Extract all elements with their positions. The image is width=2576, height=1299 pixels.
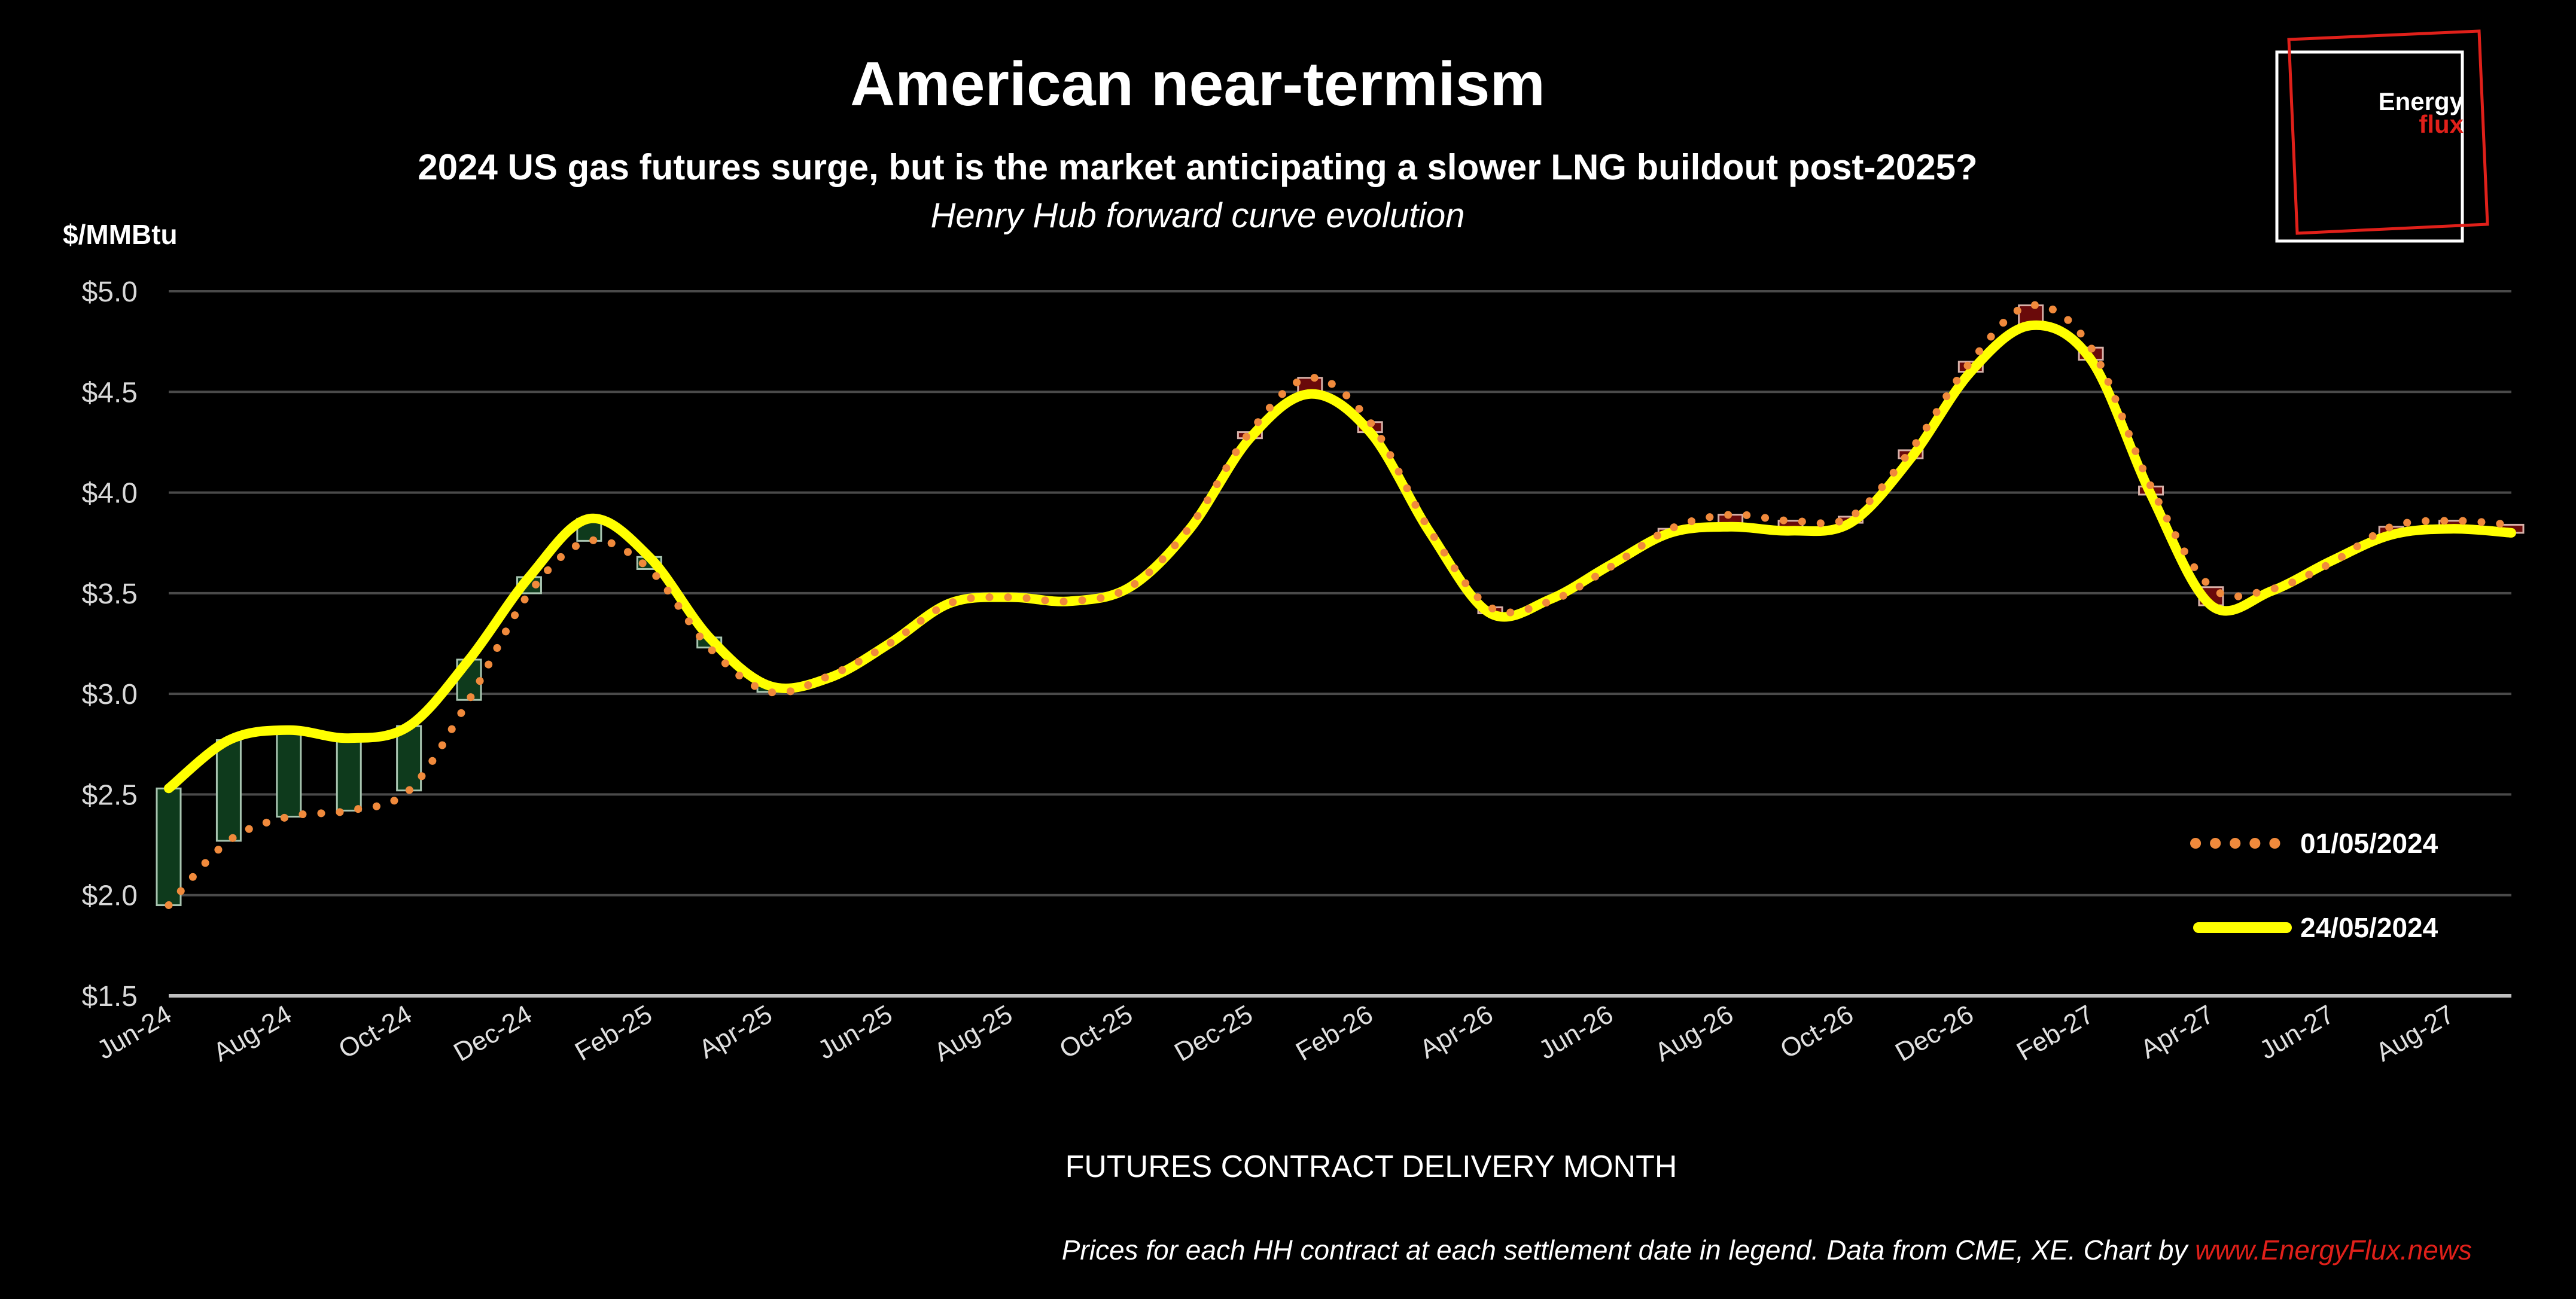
y-tick-label: $2.5 [82,779,138,811]
footer-note: Prices for each HH contract at each sett… [1062,1234,2472,1266]
energyflux-logo: Energy flux [2275,29,2489,243]
y-tick-label: $4.5 [82,377,138,408]
logo-red-frame [2287,29,2489,235]
series-lines [164,301,2516,909]
y-tick-label: $1.5 [82,981,138,1013]
legend-label-series-2: 24/05/2024 [2300,912,2438,943]
gridlines [169,290,2511,998]
logo-white-frame [2275,50,2464,243]
legend: 01/05/2024 24/05/2024 [2190,828,2438,943]
diff-box-up [336,737,362,812]
y-tick-label: $5.0 [82,276,138,308]
y-tick-label: $4.0 [82,478,138,510]
diff-box-up [276,729,302,818]
x-axis-label: FUTURES CONTRACT DELIVERY MONTH [1065,1149,1677,1184]
y-tick-label: $3.5 [82,578,138,610]
y-tick-labels: $1.5 $2.0 $2.5 $3.0 $3.5 $4.0 $4.5 $5.0 [82,276,138,1013]
diff-box-up [156,787,182,907]
series-line-24-05-2024 [164,320,2516,794]
y-tick-label: $3.0 [82,679,138,711]
series-line-01-05-2024 [165,301,2516,909]
legend-label-series-1: 01/05/2024 [2300,828,2438,859]
logo-text-flux: flux [2419,110,2464,138]
y-tick-label: $2.0 [82,880,138,912]
diff-box-up [215,739,242,842]
footer-link-suffix[interactable]: .news [2400,1234,2472,1266]
chart-title: American near-termism [850,50,1545,119]
chart-subsubtitle: Henry Hub forward curve evolution [931,196,1465,235]
footer-link[interactable]: www.EnergyFlux [2195,1234,2401,1266]
footer-main: Prices for each HH contract at each sett… [1062,1234,2196,1266]
chart-subtitle: 2024 US gas futures surge, but is the ma… [418,147,1977,187]
logo-text-energy: Energy [2379,87,2464,115]
y-axis-label: $/MMBtu [63,219,178,250]
